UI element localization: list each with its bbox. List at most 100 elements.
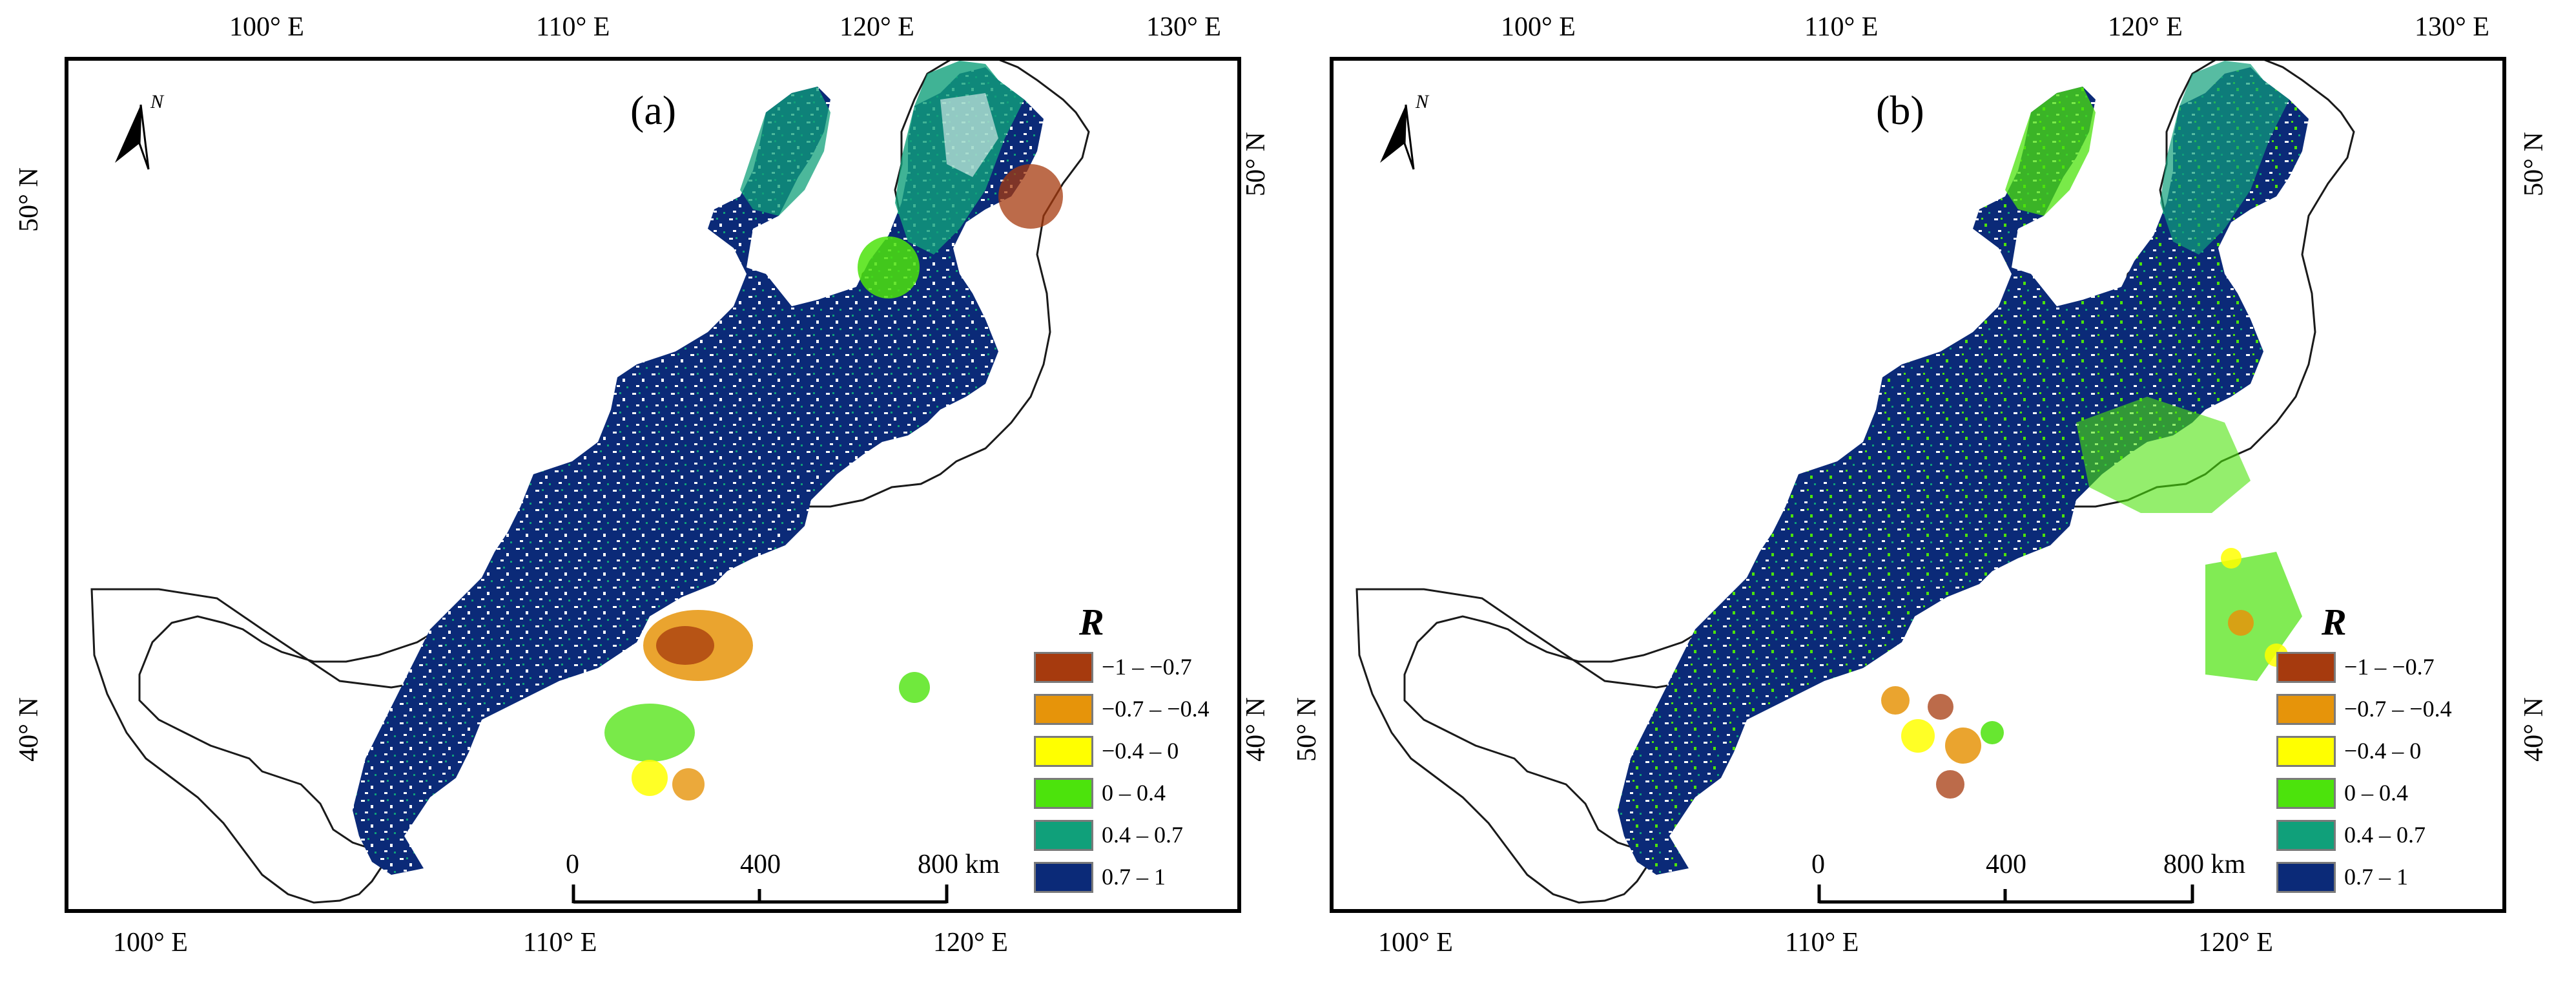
hotspot-east-1: [2228, 610, 2254, 636]
lon-tick-bottom: 110° E: [1785, 928, 1859, 958]
lon-tick-top: 110° E: [1804, 12, 1879, 42]
legend-item: 0 – 0.4: [2276, 778, 2483, 814]
hotspot-southwest-2: [1928, 694, 1953, 720]
scale-label-800: 800 km: [918, 850, 1000, 879]
legend-item: 0.4 – 0.7: [2276, 820, 2483, 856]
legend-swatch: [1034, 694, 1093, 725]
hotspot-positive-north: [858, 236, 920, 298]
legend-label: −0.4 – 0: [2344, 738, 2422, 764]
lon-tick-top: 100° E: [229, 12, 304, 42]
legend-swatch: [1034, 652, 1093, 683]
northwest-grassland-zone: [2005, 87, 2096, 216]
legend-item: −1 – −0.7: [1034, 652, 1237, 688]
hotspot-east-3: [2221, 548, 2241, 569]
north-arrow-icon: N: [115, 91, 165, 170]
lon-tick-top: 120° E: [2108, 12, 2183, 42]
legend-label: −0.7 – −0.4: [2344, 696, 2452, 722]
lon-tick-bottom: 100° E: [113, 928, 188, 958]
vegetation-raster: [1618, 67, 2309, 875]
legend-item: −0.7 – −0.4: [1034, 694, 1237, 730]
hotspot-strong-negative-central: [656, 626, 714, 665]
northwest-grassland-zone: [740, 87, 830, 216]
legend-item: 0.7 – 1: [1034, 862, 1237, 898]
legend-label: 0.7 – 1: [1102, 864, 1166, 890]
lat-tick-left: 50° N: [14, 167, 44, 232]
legend-swatch: [2276, 652, 2336, 683]
legend-label: −1 – −0.7: [1102, 654, 1192, 680]
lat-tick-right: 40° N: [1241, 697, 1271, 762]
lon-tick-bottom: 110° E: [523, 928, 597, 958]
scale-bar-line: [572, 885, 949, 904]
central-green-band: [2076, 397, 2251, 513]
scale-label-400: 400: [740, 850, 781, 879]
legend-label: 0 – 0.4: [2344, 780, 2408, 806]
legend-item: −1 – −0.7: [2276, 652, 2483, 688]
lon-tick-top: 120° E: [840, 12, 914, 42]
legend-label: −1 – −0.7: [2344, 654, 2435, 680]
legend-swatch: [1034, 778, 1093, 809]
legend-label: 0.4 – 0.7: [1102, 822, 1183, 848]
scale-bar-line: [1817, 885, 2194, 904]
legend-swatch: [2276, 736, 2336, 767]
scale-bar: 0 400 800 km: [1811, 849, 2245, 907]
map-frame: N (a) R −1 – −0.7 −0.7 – −0.4 −0.4 – 0 0…: [65, 57, 1241, 913]
hotspot-positive-southwest: [604, 704, 695, 762]
lat-tick-right: 50° N: [1241, 132, 1271, 196]
legend-swatch: [2276, 694, 2336, 725]
legend-label: −0.7 – −0.4: [1102, 696, 1210, 722]
north-arrow: N: [1367, 79, 1445, 176]
scale-label-800: 800 km: [2163, 850, 2246, 879]
map-frame: N (b) R −1 – −0.7 −0.7 – −0.4 −0.4 – 0 0…: [1330, 57, 2506, 913]
hotspot-southwest-1: [1881, 686, 1910, 715]
north-label: N: [1415, 91, 1430, 112]
legend-item: 0.7 – 1: [2276, 862, 2483, 898]
legend-swatch: [2276, 820, 2336, 851]
scale-label-400: 400: [1986, 850, 2026, 879]
lat-tick-right: 40° N: [2519, 697, 2549, 762]
lat-tick-left: 40° N: [14, 697, 44, 762]
map-panel-b: 100° E 110° E 120° E 130° E 100° E 110° …: [1288, 0, 2575, 984]
legend-item: −0.7 – −0.4: [2276, 694, 2483, 730]
scale-label-0: 0: [566, 850, 579, 879]
legend-swatch: [1034, 736, 1093, 767]
legend-item: 0 – 0.4: [1034, 778, 1237, 814]
lat-tick-left: 50° N: [1292, 697, 1322, 762]
lon-tick-bottom: 120° E: [933, 928, 1008, 958]
panel-label: (a): [630, 87, 677, 133]
hotspot-southwest-6: [1981, 721, 2004, 744]
legend-label: 0 – 0.4: [1102, 780, 1166, 806]
north-arrow: N: [102, 79, 180, 176]
hotspot-small-south-2: [672, 768, 705, 801]
legend-swatch: [2276, 778, 2336, 809]
lon-tick-top: 130° E: [1146, 12, 1221, 42]
legend-title: R: [1079, 601, 1104, 643]
legend-label: −0.4 – 0: [1102, 738, 1179, 764]
lat-tick-right: 50° N: [2519, 132, 2549, 196]
hotspot-southwest-4: [1945, 728, 1981, 764]
legend-title: R: [2322, 601, 2347, 643]
lon-tick-bottom: 120° E: [2198, 928, 2273, 958]
scale-label-0: 0: [1811, 850, 1825, 879]
legend-label: 0.7 – 1: [2344, 864, 2408, 890]
map-panel-a: 100° E 110° E 120° E 130° E 100° E 110° …: [14, 12, 1271, 958]
northern-forest-zone: [2160, 61, 2289, 255]
region-map: [90, 61, 1090, 904]
legend-item: −0.4 – 0: [1034, 736, 1237, 772]
north-label: N: [150, 91, 165, 112]
legend-label: 0.4 – 0.7: [2344, 822, 2426, 848]
lon-tick-bottom: 100° E: [1378, 928, 1453, 958]
northeast-white-band: [940, 93, 998, 177]
lon-tick-top: 130° E: [2415, 12, 2489, 42]
hotspot-small-south: [632, 760, 668, 796]
lon-tick-top: 100° E: [1501, 12, 1576, 42]
legend-swatch: [1034, 862, 1093, 893]
hotspot-negative-northeast: [998, 164, 1063, 229]
panel-label: (b): [1876, 87, 1924, 133]
north-arrow-icon: N: [1380, 91, 1430, 170]
region-map: [1355, 61, 2355, 904]
legend-item: 0.4 – 0.7: [1034, 820, 1237, 856]
legend-swatch: [2276, 862, 2336, 893]
hotspot-southwest-3: [1901, 719, 1935, 753]
hotspot-small-east: [899, 672, 930, 703]
scale-bar: 0 400 800 km: [566, 849, 1000, 907]
